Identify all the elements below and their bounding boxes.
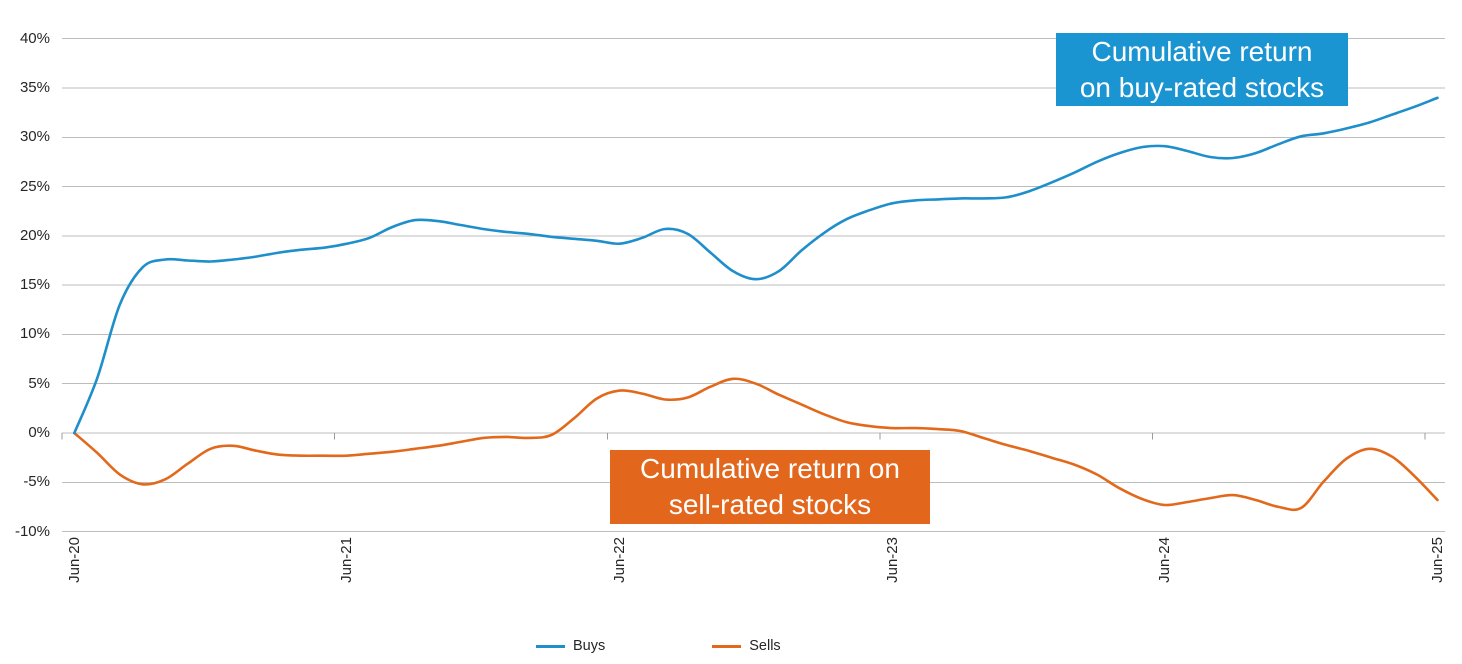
buys-line-swatch-icon <box>536 644 565 648</box>
buys-annotation-box: Cumulative return on buy-rated stocks <box>1056 33 1348 106</box>
series-line-buys <box>73 96 1439 435</box>
legend-label-sells: Sells <box>749 638 781 654</box>
x-axis-label: Jun-21 <box>338 537 356 583</box>
sells-annotation-box: Cumulative return on sell-rated stocks <box>610 450 930 524</box>
x-axis-label: Jun-22 <box>611 537 629 583</box>
legend: Buys Sells <box>536 636 781 656</box>
sells-annotation-line1: Cumulative return on <box>640 453 900 484</box>
y-axis-label: 30% <box>19 128 50 146</box>
x-axis-label: Jun-25 <box>1429 537 1446 583</box>
y-axis-label: -10% <box>14 522 50 540</box>
legend-item-sells: Sells <box>712 637 781 655</box>
buys-annotation-line1: Cumulative return <box>1091 35 1313 67</box>
series-line-sells <box>73 377 1439 512</box>
x-axis-label: Jun-20 <box>65 537 83 583</box>
legend-item-buys: Buys <box>536 637 605 655</box>
y-axis-label: 5% <box>28 374 50 392</box>
sells-annotation-line2: sell-rated stocks <box>668 489 872 520</box>
x-axis-label: Jun-23 <box>883 537 901 583</box>
y-axis-label: 15% <box>19 276 50 294</box>
x-axis-label: Jun-24 <box>1156 537 1174 583</box>
sells-line-swatch-icon <box>712 644 742 648</box>
y-axis-label: -5% <box>23 473 50 491</box>
buys-annotation-line2: on buy-rated stocks <box>1079 71 1325 103</box>
y-axis-label: 10% <box>19 325 50 343</box>
y-axis-label: 0% <box>28 424 50 441</box>
legend-label-buys: Buys <box>573 638 606 654</box>
y-axis-label: 35% <box>19 79 50 96</box>
y-axis-label: 20% <box>19 226 50 244</box>
y-axis-label: 40% <box>19 29 50 47</box>
y-axis-label: 25% <box>19 177 50 195</box>
